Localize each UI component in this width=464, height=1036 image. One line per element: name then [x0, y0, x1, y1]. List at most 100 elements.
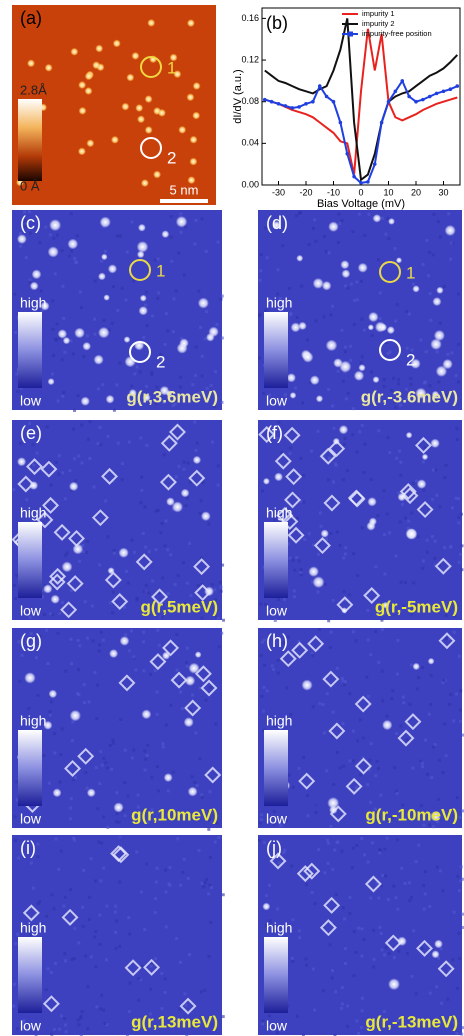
- texture: [51, 299, 54, 302]
- texture: [340, 850, 343, 853]
- texture: [409, 377, 412, 380]
- texture: [165, 312, 168, 315]
- impurity: [417, 479, 427, 489]
- texture: [12, 488, 15, 491]
- impurity: [131, 52, 139, 60]
- texture: [62, 905, 65, 908]
- texture: [451, 958, 454, 961]
- texture: [313, 1008, 316, 1011]
- texture: [14, 597, 17, 600]
- texture: [458, 932, 461, 935]
- impurity: [290, 392, 297, 399]
- impurity: [79, 107, 87, 115]
- texture: [334, 990, 337, 993]
- texture: [395, 555, 398, 558]
- impurity: [140, 295, 147, 302]
- point: [394, 89, 398, 93]
- texture: [289, 447, 292, 450]
- texture: [127, 794, 130, 797]
- texture: [115, 820, 118, 823]
- texture: [292, 559, 295, 562]
- texture: [453, 911, 456, 914]
- texture: [331, 976, 334, 979]
- texture: [145, 444, 148, 447]
- texture: [201, 217, 204, 220]
- texture: [193, 781, 196, 784]
- texture: [401, 503, 404, 506]
- texture: [457, 343, 460, 346]
- texture: [422, 559, 425, 562]
- texture: [424, 892, 427, 895]
- impurity: [137, 241, 149, 253]
- texture: [46, 425, 49, 428]
- texture: [380, 948, 383, 951]
- texture: [385, 946, 388, 949]
- texture: [337, 212, 340, 215]
- texture: [424, 739, 427, 742]
- texture: [355, 1020, 358, 1023]
- impurity: [135, 104, 143, 112]
- impurity: [43, 584, 52, 593]
- texture: [50, 971, 53, 974]
- texture: [378, 926, 381, 929]
- texture: [175, 633, 178, 636]
- texture: [353, 299, 356, 302]
- impurity: [158, 109, 166, 117]
- texture: [222, 619, 225, 622]
- texture: [124, 633, 127, 636]
- texture: [369, 653, 372, 656]
- texture: [149, 673, 152, 676]
- x-tick-label: 30: [438, 187, 448, 197]
- texture: [160, 1007, 163, 1010]
- texture: [360, 280, 363, 283]
- texture: [217, 617, 220, 620]
- texture: [60, 1014, 63, 1017]
- texture: [374, 565, 377, 568]
- texture: [404, 581, 407, 584]
- texture: [395, 457, 398, 460]
- texture: [115, 791, 118, 794]
- texture: [150, 373, 153, 376]
- texture: [19, 245, 22, 248]
- texture: [136, 365, 139, 368]
- texture: [381, 699, 384, 702]
- texture: [312, 968, 315, 971]
- texture: [351, 866, 354, 869]
- impurity: [373, 376, 380, 383]
- texture: [155, 509, 158, 512]
- texture: [340, 329, 343, 332]
- texture: [139, 371, 142, 374]
- texture: [404, 516, 407, 519]
- texture: [144, 304, 147, 307]
- texture: [440, 1002, 443, 1005]
- texture: [408, 312, 411, 315]
- point: [380, 121, 384, 125]
- texture: [142, 631, 145, 634]
- texture: [363, 853, 366, 856]
- colorbar-label: low: [266, 393, 288, 409]
- texture: [317, 553, 320, 556]
- texture: [402, 695, 405, 698]
- texture: [452, 719, 455, 722]
- texture: [296, 517, 299, 520]
- impurity: [190, 136, 198, 144]
- texture: [455, 497, 458, 500]
- texture: [140, 476, 143, 479]
- texture: [332, 427, 335, 430]
- panel: (a)2.8Å0 Å125 nm: [12, 5, 216, 205]
- texture: [111, 322, 114, 325]
- texture: [32, 464, 35, 467]
- x-tick-label: 0: [358, 187, 363, 197]
- panel-label: (h): [266, 631, 288, 651]
- texture: [261, 1022, 264, 1025]
- texture: [422, 489, 425, 492]
- impurity: [431, 950, 439, 958]
- panel-label: (d): [266, 213, 288, 233]
- texture: [95, 1005, 98, 1008]
- texture: [399, 474, 402, 477]
- texture: [352, 630, 355, 633]
- texture: [364, 443, 367, 446]
- texture: [408, 703, 411, 706]
- texture: [88, 457, 91, 460]
